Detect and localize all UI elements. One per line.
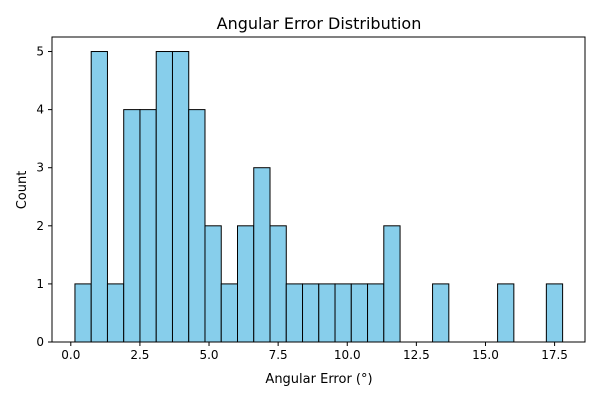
histogram-bars [74,51,564,343]
y-tick-label: 5 [36,45,44,59]
histogram-bar [253,167,271,343]
histogram-bar [155,51,173,343]
y-tick-label: 1 [36,277,44,291]
histogram-bar [74,283,92,343]
x-tick-label: 5.0 [199,348,218,362]
y-axis-ticks: 0 1 2 3 4 5 [36,45,52,349]
histogram-bar [334,283,352,343]
x-axis-ticks: 0.0 2.5 5.0 7.5 10.0 12.5 15.0 17.5 [61,342,568,362]
x-tick-label: 12.5 [403,348,430,362]
axes [51,36,586,343]
histogram-bar [188,109,206,343]
histogram-bar [204,225,222,343]
histogram-bar [432,283,450,343]
x-tick-label: 0.0 [61,348,80,362]
histogram-bar [383,225,401,343]
y-tick-label: 4 [36,103,44,117]
chart-title: Angular Error Distribution [217,14,422,33]
histogram-bar [302,283,320,343]
histogram-bar [123,109,141,343]
axes-frame [51,36,586,343]
x-tick-label: 2.5 [130,348,149,362]
x-tick-label: 15.0 [472,348,499,362]
y-tick-label: 0 [36,335,44,349]
x-tick-label: 7.5 [269,348,288,362]
histogram-bar [350,283,369,343]
x-tick-label: 17.5 [541,348,568,362]
y-axis-label: Count [15,171,30,210]
histogram-bar [367,283,385,343]
histogram-bar [318,283,336,343]
histogram-bar [90,51,108,343]
histogram-bar [106,283,125,343]
histogram-bar [220,283,239,343]
histogram-bar [545,283,564,343]
y-tick-label: 3 [36,161,44,175]
histogram-bar [269,225,287,343]
histogram-bar [285,283,304,343]
histogram-bar [171,51,190,343]
y-tick-label: 2 [36,219,44,233]
x-tick-label: 10.0 [334,348,361,362]
x-axis-label: Angular Error (°) [265,372,372,387]
histogram-bar [237,225,255,343]
histogram-bar [497,283,515,343]
histogram-bar [139,109,157,343]
